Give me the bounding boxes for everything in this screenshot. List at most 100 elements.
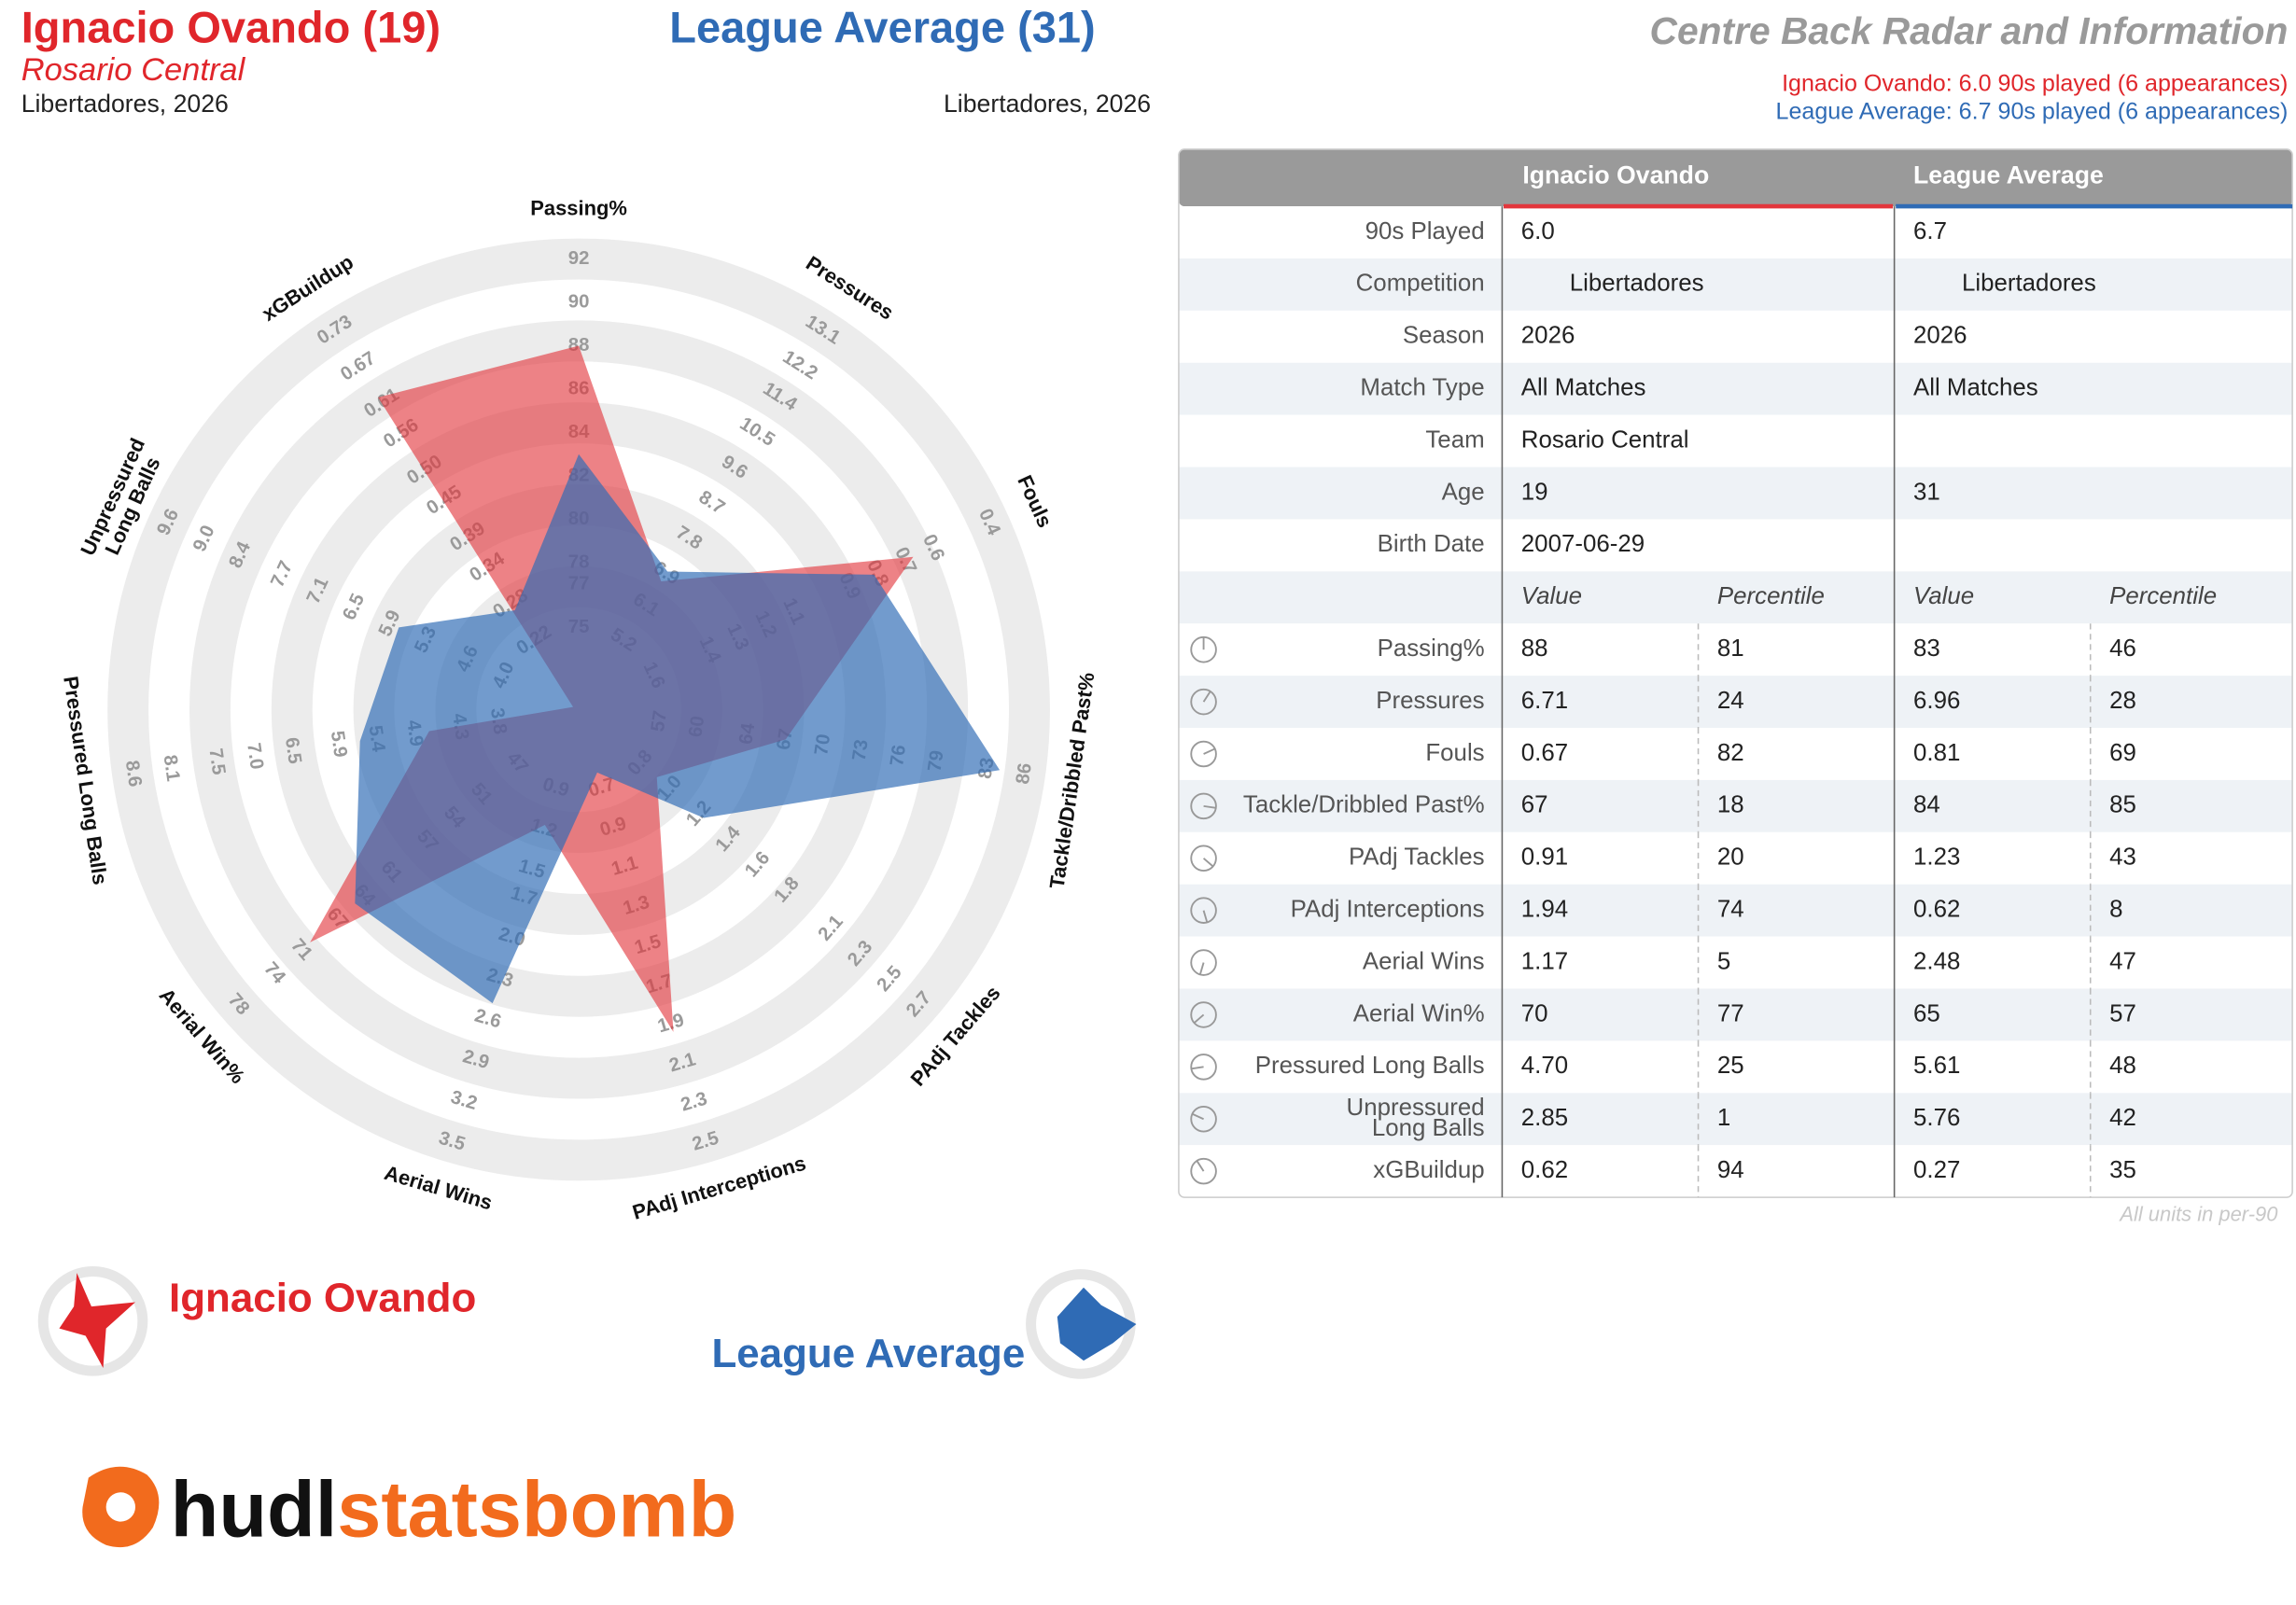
stat-icon-needle <box>1202 910 1209 923</box>
stat-icon-needle <box>1202 858 1214 868</box>
table-row-bg <box>1178 728 2293 780</box>
table-row-label: Aerial Wins <box>1363 948 1485 974</box>
table-subheader: Value <box>1913 583 1974 609</box>
table-row-bg <box>1178 258 2293 311</box>
table-percentile: 35 <box>2109 1157 2136 1183</box>
legend-label: Ignacio Ovando <box>169 1275 476 1320</box>
table-row-label: Tackle/Dribbled Past% <box>1243 792 1485 818</box>
table-row-label: 90s Played <box>1365 218 1485 244</box>
legend-label: League Average <box>711 1331 1025 1376</box>
stat-icon <box>1190 844 1217 872</box>
table-row-bg <box>1178 623 2293 677</box>
radar-axis-label: Tackle/Dribbled Past% <box>1045 671 1099 890</box>
table-percentile: 69 <box>2109 740 2136 766</box>
radar-tick-label: 8.7 <box>695 487 729 519</box>
table-cell: 19 <box>1521 479 1548 505</box>
radar-tick-label: 90 <box>568 291 590 312</box>
table-subheader: Percentile <box>2109 583 2217 609</box>
table-header-bg <box>1178 148 2293 207</box>
table-value: 84 <box>1913 792 1940 818</box>
table-row-bg <box>1178 831 2293 885</box>
radar-axis-label: Fouls <box>1013 471 1057 531</box>
table-row-bg <box>1178 571 2293 624</box>
table: Ignacio Ovando League Average 90s Played 6.… <box>1178 148 2293 1226</box>
league-competition: Libertadores, 2026 <box>944 90 1151 118</box>
table-row-label: Season <box>1403 323 1485 349</box>
table-row-label: PAdj Tackles <box>1349 844 1485 871</box>
table-border <box>1178 148 2293 1198</box>
radar-axis-name: Passing% <box>530 197 627 220</box>
logo-icon-hole <box>105 1492 136 1522</box>
radar-tick-label: 2.5 <box>874 962 906 996</box>
table-row-label: Team <box>1425 426 1484 453</box>
table-percentile: 57 <box>2109 1000 2136 1026</box>
radar-axis-label: Pressured Long Balls <box>59 675 112 886</box>
stat-icon <box>1190 688 1217 716</box>
table-row-label: Fouls <box>1425 740 1484 766</box>
table-percentile: 1 <box>1717 1105 1730 1131</box>
table-percentile: 42 <box>2109 1105 2136 1131</box>
stat-icon <box>1190 1157 1217 1185</box>
table-percentile: 77 <box>1717 1000 1744 1026</box>
table-cell: Rosario Central <box>1521 426 1689 453</box>
radar-axis-label: Passing% <box>530 197 627 220</box>
table-percentile: 46 <box>2109 635 2136 662</box>
table-value: 88 <box>1521 635 1548 662</box>
table-percentile: 18 <box>1717 792 1744 818</box>
table-percentile: 28 <box>2109 688 2136 714</box>
stat-icon-needle <box>1202 691 1211 703</box>
radar-axis-name: Pressured Long Balls <box>59 675 112 886</box>
table-value: 0.67 <box>1521 740 1568 766</box>
chart-title: Centre Back Radar and Information <box>1650 9 2289 52</box>
radar-tick-label: 7.7 <box>267 558 297 591</box>
table-row-label: Unpressured <box>1347 1095 1485 1121</box>
radar-tick-label: 6.5 <box>339 591 369 623</box>
radar-tick-label: 2.3 <box>679 1089 709 1116</box>
stat-icon-needle <box>1203 747 1216 755</box>
table-row-label: Competition <box>1356 271 1485 297</box>
radar-tick-label: 8.1 <box>160 754 184 783</box>
table-cell: Libertadores <box>1570 271 1704 297</box>
table-row-bg <box>1178 467 2293 520</box>
radar-tick-label: 2.6 <box>472 1005 503 1032</box>
stat-icon <box>1190 1054 1217 1081</box>
table-row-bg <box>1178 206 2293 258</box>
legend-icon-shape <box>1057 1287 1137 1361</box>
table-cell: 2007-06-29 <box>1521 531 1645 557</box>
stat-icon-needle <box>1203 804 1216 809</box>
table-subheader: Value <box>1521 583 1582 609</box>
table-row-bg <box>1178 1093 2293 1146</box>
table-row-bg <box>1178 936 2293 989</box>
radar-tick-label: 8.6 <box>121 759 146 788</box>
stat-icon <box>1190 740 1217 768</box>
table-row-label: xGBuildup <box>1373 1157 1484 1183</box>
radar-axis-name: Tackle/Dribbled Past% <box>1045 671 1099 890</box>
player-summary: Ignacio Ovando: 6.0 90s played (6 appear… <box>1782 71 2288 97</box>
table-value: 1.94 <box>1521 897 1568 923</box>
stat-icon <box>1190 1105 1217 1133</box>
player-title: Ignacio Ovando (19) <box>21 2 441 51</box>
table-row-bg <box>1178 1145 2293 1198</box>
stat-icon-needle <box>1193 1013 1205 1024</box>
table-row-label: Pressures <box>1376 688 1484 714</box>
logo-hudl: hudl <box>171 1464 338 1553</box>
table-percentile: 8 <box>2109 897 2122 923</box>
radar-tick-label: 5.9 <box>327 730 351 759</box>
stat-icon-needle <box>1196 1160 1205 1172</box>
radar: 75777880828486889092Passing%5.26.16.97.8… <box>59 197 1099 1224</box>
table-row-bg <box>1178 310 2293 363</box>
table-row-label: Passing% <box>1378 635 1485 662</box>
table-cell: 2026 <box>1913 323 1967 349</box>
stat-icon-needle <box>1198 962 1205 975</box>
radar-area <box>355 454 1001 1004</box>
table-row-bg <box>1178 988 2293 1041</box>
table-value: 1.17 <box>1521 948 1568 974</box>
table-value: 0.62 <box>1913 897 1960 923</box>
table-percentile: 81 <box>1717 635 1744 662</box>
table-value: 65 <box>1913 1000 1940 1026</box>
table-cell: 6.0 <box>1521 218 1555 244</box>
table-value: 0.62 <box>1521 1157 1568 1183</box>
table-value: 67 <box>1521 792 1548 818</box>
stat-icon-needle <box>1191 1066 1204 1070</box>
logo-text: hudlstatsbomb <box>171 1464 737 1553</box>
